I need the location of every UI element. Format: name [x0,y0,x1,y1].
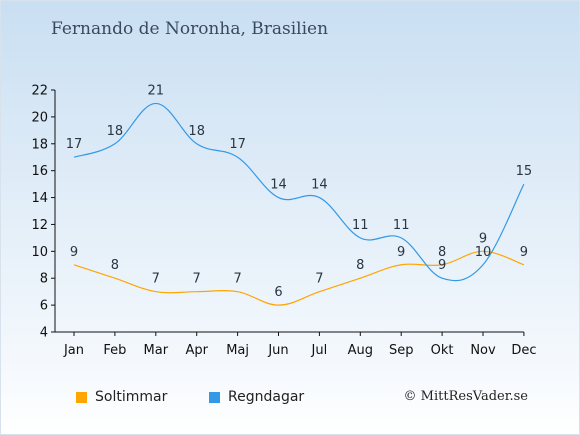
x-tick-label: Aug [348,343,373,358]
legend-swatch-regndagar [209,391,220,403]
y-tick-label: 22 [31,84,48,99]
legend-item-regndagar: Regndagar [209,389,304,405]
axes: 4 6 8 10 12 14 16 18 20 22 Jan Feb Mar Apr Maj Jun Jul Au… [31,84,536,359]
y-tick-label: 6 [40,299,48,314]
y-tick-label: 14 [31,191,48,206]
x-tick-label: Nov [470,343,496,358]
data-label-regndagar: 9 [438,258,446,273]
data-label-regndagar: 14 [270,178,287,193]
x-tick-label: Jun [267,343,288,358]
x-tick-label: Maj [226,343,249,358]
data-label-soltimmar: 8 [356,258,364,273]
data-label-regndagar: 11 [393,218,410,233]
data-label-regndagar: 10 [475,245,492,260]
data-label-soltimmar: 7 [315,272,323,287]
data-label-regndagar: 17 [229,137,246,152]
series-lines [73,102,525,306]
data-label-soltimmar: 9 [520,245,528,260]
data-label-soltimmar: 9 [397,245,405,260]
y-tick-label: 16 [31,164,48,179]
y-tick-label: 18 [31,137,48,152]
y-tick-label: 10 [31,245,48,260]
x-tick-label: Sep [389,343,414,358]
data-label-soltimmar: 8 [111,258,119,273]
data-label-soltimmar: 9 [70,245,78,260]
data-label-regndagar: 15 [516,164,533,179]
data-label-soltimmar: 6 [274,285,282,300]
x-tick-label: Jan [63,343,84,358]
series-line-soltimmar [73,250,525,306]
chart-title: Fernando de Noronha, Brasilien [51,19,329,39]
x-tick-label: Jul [311,343,328,358]
series-line-regndagar [73,102,525,282]
y-tick-label: 8 [40,272,48,287]
x-tick-label: Dec [511,343,536,358]
legend-swatch-soltimmar [76,391,87,403]
data-label-regndagar: 21 [148,83,165,98]
copyright-text: © MittResVader.se [403,389,528,404]
data-label-soltimmar: 7 [193,272,201,287]
data-label-regndagar: 17 [66,137,83,152]
y-tick-label: 4 [40,326,48,341]
data-label-soltimmar: 7 [233,272,241,287]
x-tick-label: Okt [431,343,454,358]
data-label-regndagar: 18 [107,124,124,139]
data-label-soltimmar: 7 [152,272,160,287]
x-tick-label: Mar [144,343,169,358]
x-tick-label: Apr [185,343,208,358]
x-tick-label: Feb [103,343,126,358]
data-label-regndagar: 18 [188,124,205,139]
legend-label-regndagar: Regndagar [228,389,305,405]
data-label-soltimmar: 9 [479,231,487,246]
data-label-regndagar: 11 [352,218,369,233]
data-label-regndagar: 14 [311,178,328,193]
data-label-soltimmar: 8 [438,245,446,260]
y-tick-label: 12 [31,218,48,233]
legend-item-soltimmar: Soltimmar [76,389,167,405]
y-tick-label: 20 [31,110,48,125]
legend-label-soltimmar: Soltimmar [95,389,168,405]
